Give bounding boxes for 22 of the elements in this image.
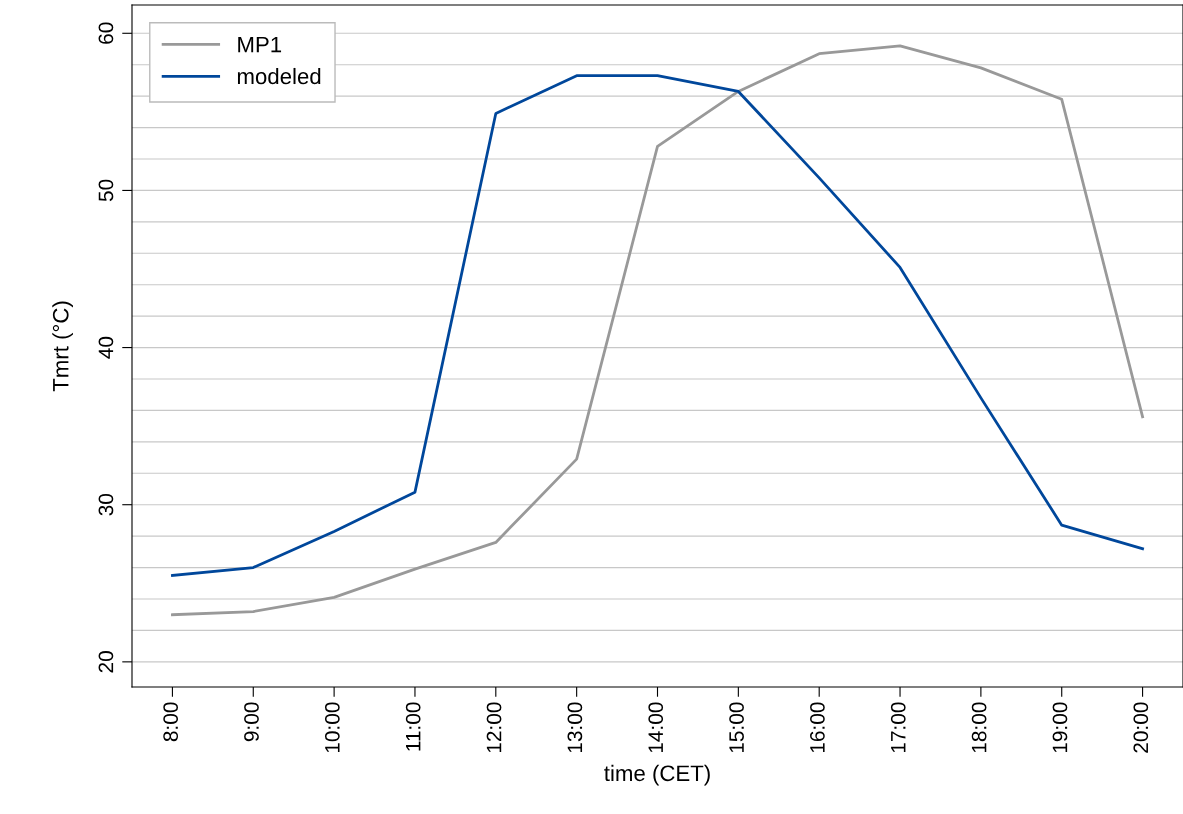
x-tick-label: 8:00 [163,702,179,742]
y-tick-label: 60 [98,22,114,44]
y-tick-label: 40 [98,336,114,359]
y-tick-label: 20 [98,651,114,673]
x-axis-title: time (CET) [604,764,710,786]
x-tick-label: 18:00 [971,702,987,753]
legend-label: MP1 [238,36,282,53]
x-tick-label: 9:00 [244,702,259,742]
x-tick-label: 19:00 [1052,702,1068,753]
x-tick-label: 16:00 [810,702,825,753]
x-tick-label: 15:00 [729,702,744,753]
legend-label: modeled [237,67,321,85]
x-tick-label: 10:00 [324,702,340,753]
x-tick-label: 17:00 [890,702,906,753]
x-tick-label: 11:00 [405,702,421,751]
x-tick-label: 13:00 [567,702,583,753]
y-tick-label: 30 [98,493,114,516]
y-axis-title: Tmrt (°C) [52,301,73,392]
x-tick-label: 12:00 [486,702,502,753]
y-tick-label: 50 [98,179,114,202]
x-tick-label: 20:00 [1133,702,1149,753]
x-tick-label: 14:00 [648,702,664,753]
